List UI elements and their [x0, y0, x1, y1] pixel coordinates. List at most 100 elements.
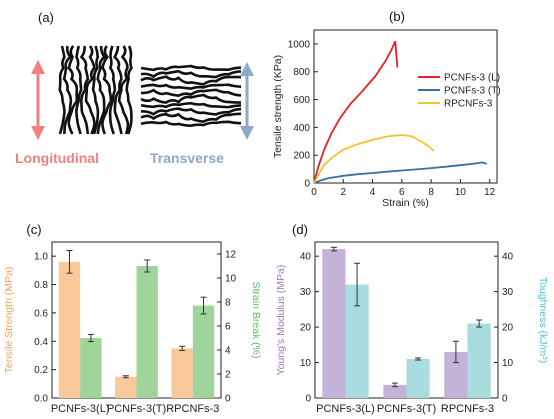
series-line: [313, 40, 399, 184]
fiber-strand: [140, 83, 242, 90]
series-line: [313, 161, 488, 184]
y-tick-label: 400: [293, 123, 310, 134]
bar: [406, 359, 430, 398]
y-tick-label: 0: [304, 179, 310, 190]
y-right-tick-label: 2: [225, 370, 231, 381]
y-left-tick-label: 1.0: [34, 252, 48, 263]
bar: [136, 266, 158, 398]
x-axis-title: Strain (%): [382, 197, 429, 209]
y-right-tick-label: 10: [225, 274, 237, 285]
legend-entry: PCNFs-3 (L): [444, 73, 500, 84]
panel-a: (a) Longitudinal Transverse: [15, 10, 254, 166]
transverse-arrow: [240, 62, 254, 140]
fiber-strand: [140, 88, 242, 98]
fiber-strand: [79, 45, 90, 135]
y-left-tick-label: 0.0: [34, 394, 48, 405]
fiber-strand: [117, 45, 130, 135]
category-label: PCNFs-3(L): [316, 403, 375, 415]
panel-c-bar-chart: (c) PCNFs-3(L)PCNFs-3(T) RPCNFs-3 0.0 0.2 0.4…: [3, 222, 262, 415]
y-left-tick-label: 30: [300, 287, 312, 298]
y-right-tick-label: 4: [225, 346, 231, 357]
transverse-label: Transverse: [150, 150, 224, 166]
plot-frame: [313, 29, 498, 184]
bar: [58, 261, 81, 398]
y-right-tick-label: 12: [225, 250, 237, 261]
fiber-strand: [140, 120, 242, 127]
fiber-strand: [101, 45, 113, 135]
y-left-tick-label: 0.4: [34, 337, 48, 348]
y-tick-label: 1000: [288, 39, 311, 50]
x-tick-label: 10: [455, 187, 467, 198]
y-tick-label: 200: [293, 151, 310, 162]
x-tick-label: 6: [399, 187, 405, 198]
y-right-tick-label: 40: [502, 252, 514, 263]
panel-b-label: (b): [389, 9, 405, 24]
y-left-tick-label: 0.8: [34, 280, 48, 291]
bar: [115, 376, 137, 398]
fiber-strand: [140, 93, 242, 104]
category-label: RPCNFs-3: [166, 403, 219, 415]
fiber-strand: [84, 45, 96, 135]
legend-entry: PCNFs-3 (T): [444, 86, 501, 97]
y-axis-title: Tensile strength (KPa): [272, 55, 284, 158]
fiber-strand: [140, 75, 242, 86]
longitudinal-arrow: [31, 60, 45, 140]
category-label: PCNFs-3(T): [107, 403, 166, 415]
fiber-strand: [96, 45, 107, 135]
longitudinal-fibers-illustration: [58, 45, 133, 135]
x-tick-label: 4: [370, 187, 376, 198]
fiber-strand: [91, 45, 100, 135]
y-left-tick-label: 20: [300, 323, 312, 334]
transverse-fibers-illustration: [140, 64, 242, 127]
bar: [322, 249, 346, 398]
bar: [444, 351, 468, 398]
y-left-tick-label: 0.6: [34, 308, 48, 319]
y-right-tick-label: 6: [225, 322, 231, 333]
y-tick-label: 800: [293, 67, 310, 78]
bar: [345, 284, 369, 398]
y-right-axis-title: Strain Break (%): [250, 281, 262, 358]
y-tick-label: 600: [293, 95, 310, 106]
y-left-tick-label: 10: [300, 358, 312, 369]
fiber-strand: [140, 64, 242, 72]
y-left-tick-label: 0: [305, 394, 311, 405]
y-right-tick-label: 0: [225, 394, 231, 405]
y-left-tick-label: 0.2: [34, 365, 48, 376]
x-tick-label: 12: [484, 187, 496, 198]
fiber-strand: [125, 45, 133, 135]
panel-b-stress-strain-chart: (b) 0 2 4 6 8 10 12 0 200 400 600 800 1000 Strain (%) T…: [272, 9, 501, 209]
panel-a-label: (a): [38, 10, 54, 25]
y-right-tick-label: 8: [225, 298, 231, 309]
fiber-strand: [140, 101, 242, 109]
x-tick-label: 2: [340, 187, 346, 198]
x-tick-label: 0: [311, 187, 317, 198]
y-left-tick-label: 40: [300, 252, 312, 263]
fiber-strand: [140, 112, 242, 123]
legend-entry: RPCNFs-3: [444, 99, 493, 110]
y-left-axis-title: Tensile Strength (MPa): [3, 267, 15, 374]
panel-label: (d): [292, 222, 308, 237]
fiber-strand: [58, 45, 66, 135]
y-right-tick-label: 0: [502, 394, 508, 405]
x-tick-label: 8: [428, 187, 434, 198]
category-label: PCNFs-3(L): [51, 403, 110, 415]
panel-d-bar-chart: (d) PCNFs-3(L) PCNFs-3(T) RPCNFs-3 0 10 20 30 40…: [275, 222, 549, 415]
fiber-strand: [62, 45, 73, 135]
y-right-tick-label: 30: [502, 287, 514, 298]
bar: [80, 338, 102, 398]
fiber-strand: [67, 45, 79, 135]
bar: [383, 384, 407, 398]
fiber-strand: [75, 45, 83, 135]
fiber-strand: [140, 69, 242, 79]
category-label: RPCNFs-3: [441, 403, 494, 415]
fiber-strand: [108, 45, 117, 135]
series-line: [313, 134, 435, 184]
bar: [192, 305, 215, 398]
fiber-strand: [112, 45, 123, 135]
y-right-tick-label: 10: [502, 358, 514, 369]
panel-label: (c): [26, 222, 41, 237]
y-right-axis-title: Toughness (kJ/m³): [537, 277, 549, 363]
y-left-axis-title: Young's Modulus (MPa): [275, 265, 287, 376]
category-label: PCNFs-3(T): [377, 403, 436, 415]
